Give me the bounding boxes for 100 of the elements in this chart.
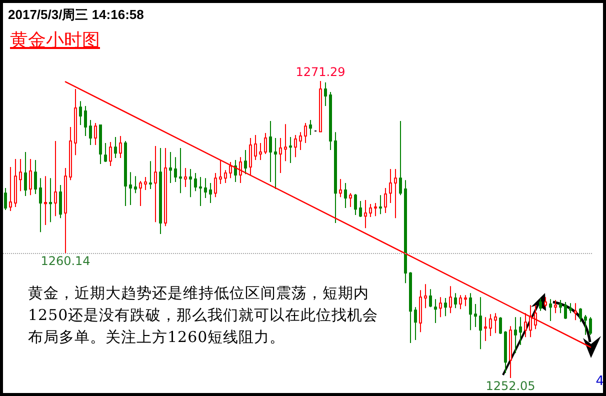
- candlestick: [104, 142, 107, 163]
- candlestick: [9, 166, 12, 212]
- candlestick: [134, 176, 137, 194]
- candlestick: [589, 316, 592, 336]
- candlestick: [319, 80, 322, 132]
- text: 4: [596, 374, 604, 389]
- candlestick: [184, 168, 187, 188]
- annotation: 1260.14: [40, 254, 90, 268]
- candlestick: [299, 132, 302, 150]
- candlestick: [494, 312, 497, 334]
- candlestick: [4, 187, 7, 211]
- candlestick: [64, 168, 67, 254]
- candlestick: [109, 141, 112, 167]
- candlestick: [354, 193, 357, 216]
- candlestick: [544, 296, 547, 308]
- candlestick: [129, 172, 132, 206]
- candlestick: [534, 304, 537, 330]
- candlestick: [399, 120, 402, 196]
- chart-subtitle: 2017/5/3/周三 14:16:58: [8, 6, 144, 24]
- candlestick: [239, 156, 242, 184]
- candlestick: [139, 180, 142, 207]
- candlestick: [114, 136, 117, 159]
- candlestick: [244, 150, 247, 175]
- candlestick: [379, 194, 382, 215]
- candlestick: [349, 192, 352, 208]
- candlestick: [489, 314, 492, 337]
- candlestick: [344, 182, 347, 209]
- candlestick: [324, 82, 327, 107]
- candlestick: [209, 182, 212, 204]
- candlestick: [234, 160, 237, 182]
- candlestick: [424, 284, 427, 309]
- candlestick: [24, 152, 27, 197]
- candlestick: [264, 132, 267, 155]
- candlestick: [429, 288, 432, 308]
- candlestick: [224, 170, 227, 184]
- candlestick: [469, 292, 472, 331]
- candlestick: [249, 137, 252, 176]
- candlestick: [89, 120, 92, 146]
- candlestick: [444, 298, 447, 317]
- candlestick: [549, 298, 552, 322]
- candlestick: [29, 158, 32, 196]
- candlestick: [404, 180, 407, 284]
- candlestick: [14, 158, 17, 208]
- annotation: 1271.29: [296, 65, 346, 79]
- candlestick: [394, 168, 397, 219]
- candlestick: [509, 326, 512, 378]
- candlestick: [74, 88, 77, 156]
- candlestick: [419, 290, 422, 333]
- candlestick: [529, 304, 532, 338]
- candlestick: [474, 304, 477, 328]
- candlestick: [194, 172, 197, 192]
- candlestick: [304, 122, 307, 144]
- candlestick: [84, 106, 87, 136]
- candlestick: [289, 136, 292, 164]
- chart-title: 黄金小时图: [10, 29, 100, 52]
- candlestick: [199, 176, 202, 207]
- candlestick: [484, 316, 487, 342]
- candlestick: [204, 178, 207, 199]
- candlestick: [284, 124, 287, 162]
- candlestick: [124, 140, 127, 207]
- candlestick: [504, 330, 507, 374]
- candlestick: [329, 91, 332, 150]
- candlestick: [574, 302, 577, 321]
- candlestick: [384, 187, 387, 214]
- annotation: 黄金，近期大趋势还是维持低位区间震荡，短期内1250还是没有跌破，那么我们就可以在此位找机会布局多单。关注上方1260短线阻力。: [28, 283, 380, 348]
- candlestick: [179, 147, 182, 194]
- candlestick: [119, 135, 122, 159]
- candlestick: [309, 120, 312, 136]
- candlestick: [334, 132, 337, 224]
- candlestick: [69, 126, 72, 181]
- candlestick: [434, 298, 437, 324]
- candlestick: [99, 124, 102, 165]
- candlestick: [44, 176, 47, 226]
- candlestick: [39, 178, 42, 233]
- candlestick: [34, 160, 37, 194]
- candlestick: [364, 200, 367, 229]
- candlestick: [439, 296, 442, 318]
- candlestick: [499, 316, 502, 335]
- candlestick: [279, 137, 282, 174]
- candlestick: [414, 306, 417, 341]
- candlestick: [569, 302, 572, 314]
- candlestick: [19, 158, 22, 192]
- candlestick: [154, 145, 157, 223]
- candlestick: [459, 294, 462, 310]
- candlestick: [564, 302, 567, 320]
- candlestick: [454, 292, 457, 309]
- candlestick: [519, 316, 522, 346]
- candlestick: [229, 162, 232, 179]
- candlestick: [449, 286, 452, 314]
- candlestick: [169, 152, 172, 184]
- candlestick: [374, 202, 377, 217]
- candlestick: [159, 147, 162, 234]
- candlestick: [369, 204, 372, 218]
- candlestick: [219, 160, 222, 184]
- candlestick: [254, 134, 257, 161]
- candlestick: [79, 100, 82, 126]
- candlestick: [554, 300, 557, 314]
- candlestick: [479, 296, 482, 350]
- candlestick: [164, 147, 167, 227]
- candlestick: [274, 137, 277, 190]
